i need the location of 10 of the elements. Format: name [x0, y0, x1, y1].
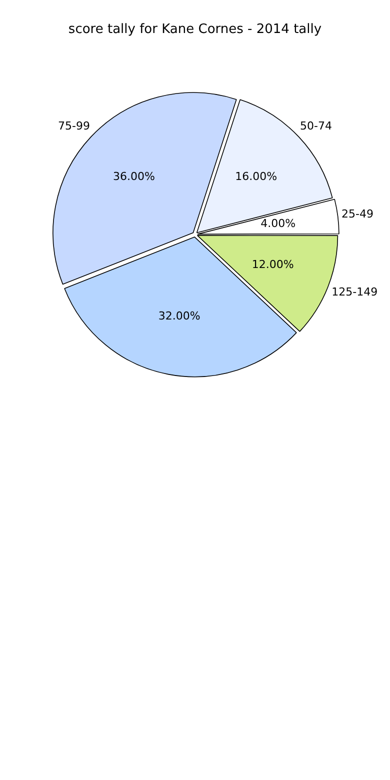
slice-label: 125-149: [332, 285, 378, 298]
chart-title: score tally for Kane Cornes - 2014 tally: [67, 21, 323, 39]
slice-label: 25-49: [342, 208, 374, 221]
slice-label: 75-99: [58, 119, 90, 132]
slice-label: 50-74: [300, 119, 332, 132]
data-label: 16.00%: [235, 170, 278, 184]
data-label: 4.00%: [260, 216, 296, 230]
data-label: 12.00%: [252, 258, 294, 272]
data-label: 36.00%: [112, 170, 155, 184]
data-label: 32.00%: [158, 310, 200, 323]
